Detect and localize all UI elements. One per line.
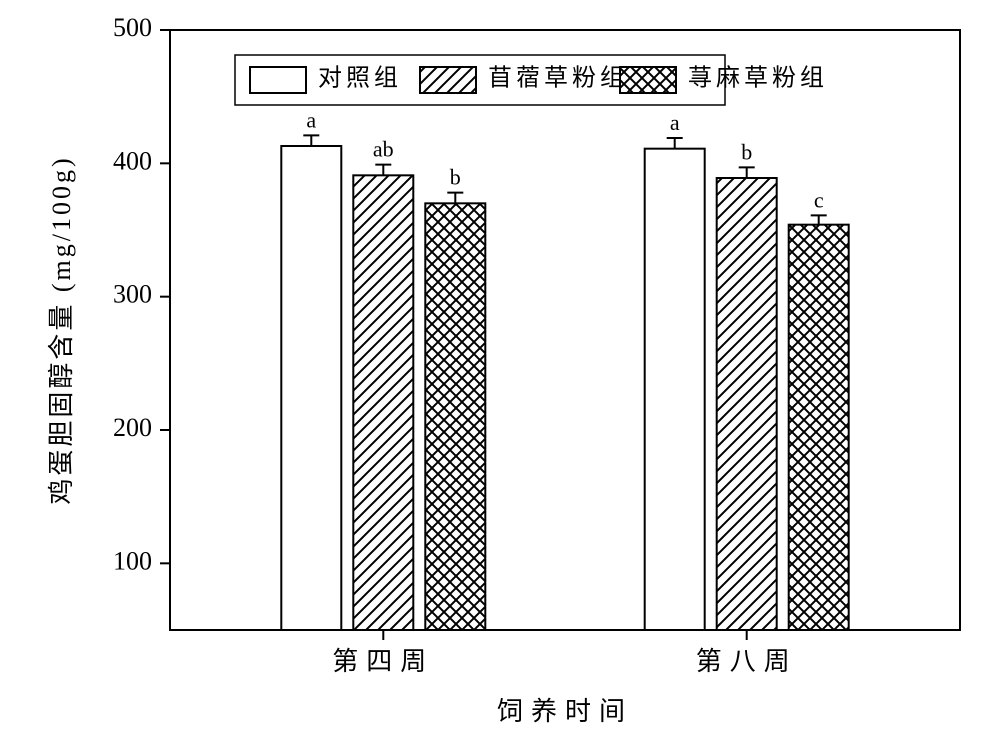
bar xyxy=(645,149,705,630)
svg-text:500: 500 xyxy=(113,13,152,42)
svg-text:400: 400 xyxy=(113,146,152,175)
bar xyxy=(281,146,341,630)
bar xyxy=(353,175,413,630)
svg-text:b: b xyxy=(741,139,752,164)
bar-chart: 100 200 300 400 500 鸡蛋胆固醇含量 (mg/100g) 第四周 第八周饲养… xyxy=(0,0,1000,755)
svg-text:第八周: 第八周 xyxy=(696,647,798,676)
bar xyxy=(717,178,777,630)
svg-text:饲养时间: 饲养时间 xyxy=(497,697,633,726)
bar xyxy=(789,225,849,630)
svg-text:ab: ab xyxy=(373,137,394,162)
svg-text:200: 200 xyxy=(113,413,152,442)
chart-container: 100 200 300 400 500 鸡蛋胆固醇含量 (mg/100g) 第四周 第八周饲养… xyxy=(0,0,1000,755)
svg-text:b: b xyxy=(450,165,461,190)
svg-text:第四周: 第四周 xyxy=(332,647,434,676)
bar xyxy=(425,203,485,630)
svg-text:a: a xyxy=(306,107,316,132)
svg-text:300: 300 xyxy=(113,280,152,309)
svg-text:苜蓿草粉组: 苜蓿草粉组 xyxy=(488,65,628,92)
svg-text:鸡蛋胆固醇含量 (mg/100g): 鸡蛋胆固醇含量 (mg/100g) xyxy=(47,155,76,504)
svg-text:100: 100 xyxy=(113,546,152,575)
svg-text:c: c xyxy=(814,187,824,212)
svg-text:a: a xyxy=(670,110,680,135)
svg-text:荨麻草粉组: 荨麻草粉组 xyxy=(688,65,828,92)
svg-text:对照组: 对照组 xyxy=(318,65,402,92)
